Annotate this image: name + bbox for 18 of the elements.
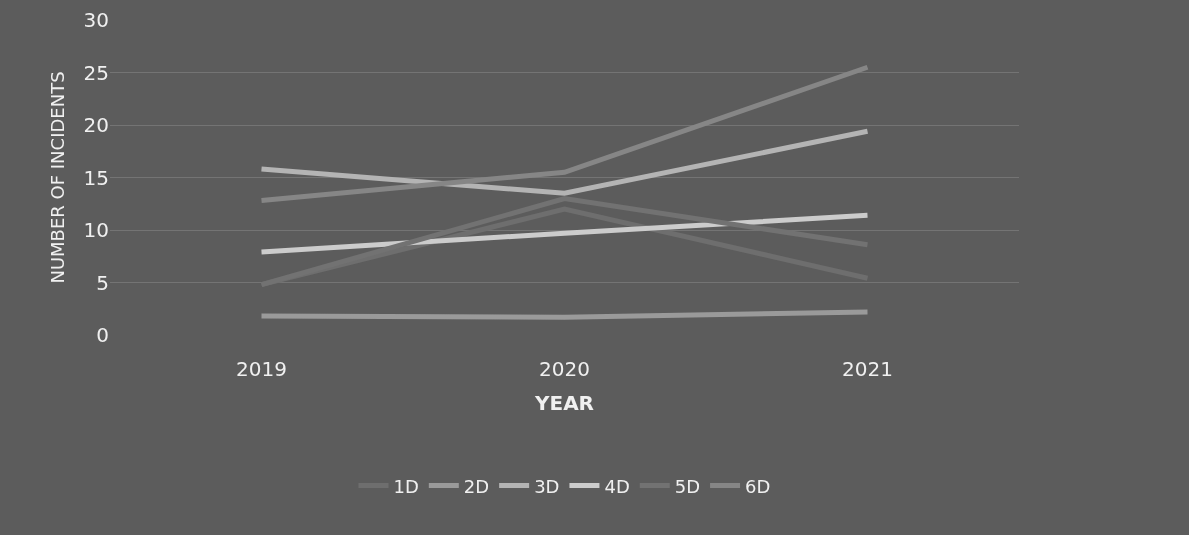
- x-tick-label: 2021: [842, 357, 893, 381]
- x-tick-label: 2020: [539, 357, 590, 381]
- y-tick-label: 0: [96, 323, 109, 347]
- y-tick-label: 10: [83, 218, 109, 242]
- legend-label: 6D: [745, 475, 771, 497]
- legend-label: 3D: [534, 475, 560, 497]
- legend-label: 2D: [463, 475, 490, 497]
- x-axis-title: YEAR: [533, 390, 595, 415]
- y-tick-label: 25: [83, 60, 109, 85]
- y-axis-title: NUMBER OF INCIDENTS: [47, 71, 68, 284]
- x-tick-label: 2019: [236, 357, 287, 381]
- legend-label: 4D: [604, 475, 630, 497]
- y-tick-label: 15: [83, 165, 109, 190]
- legend-label: 5D: [674, 475, 701, 497]
- legend-label: 1D: [393, 475, 419, 497]
- y-tick-label: 20: [83, 113, 109, 137]
- y-tick-label: 30: [83, 8, 109, 32]
- y-tick-label: 5: [96, 270, 109, 295]
